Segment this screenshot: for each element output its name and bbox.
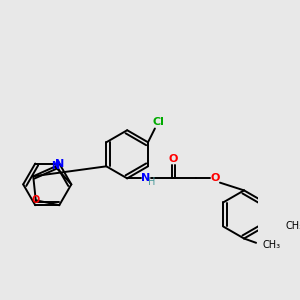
Text: CH₃: CH₃: [263, 240, 281, 250]
Text: O: O: [169, 154, 178, 164]
Text: CH₃: CH₃: [286, 221, 300, 232]
Text: N: N: [55, 158, 64, 169]
Text: N: N: [51, 161, 59, 172]
Text: H: H: [148, 177, 156, 187]
Text: Cl: Cl: [152, 117, 164, 127]
Text: N: N: [142, 173, 151, 183]
Text: O: O: [210, 173, 220, 183]
Text: O: O: [32, 195, 40, 205]
